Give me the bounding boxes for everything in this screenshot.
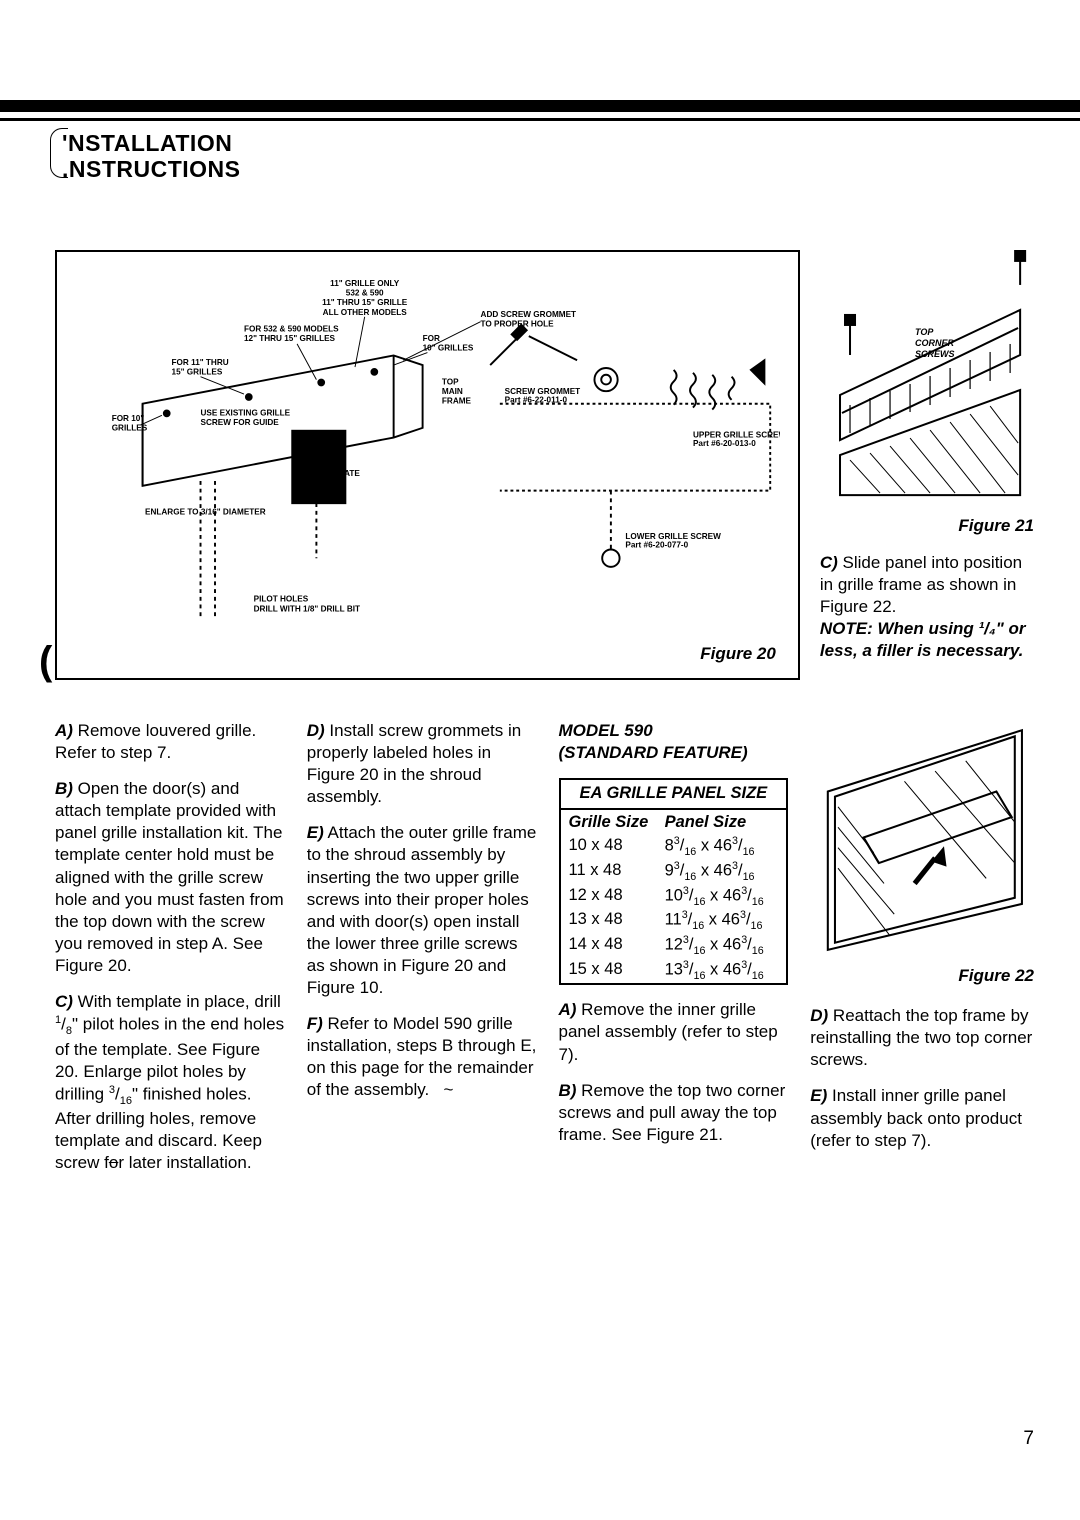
figure-22-svg xyxy=(810,720,1040,955)
svg-text:SCREW FOR GUIDE: SCREW FOR GUIDE xyxy=(201,418,280,427)
step-f: F) Refer to Model 590 grille installatio… xyxy=(307,1013,537,1101)
svg-text:FOR 532 & 590 MODELS: FOR 532 & 590 MODELS xyxy=(244,324,339,333)
svg-text:CORNER: CORNER xyxy=(915,338,955,348)
step-b-590: B) Remove the top two corner screws and … xyxy=(559,1080,789,1146)
table-title: EA GRILLE PANEL SIZE xyxy=(561,780,787,809)
step-d: D) Install screw grommets in properly la… xyxy=(307,720,537,808)
figure-22-caption: Figure 22 xyxy=(810,965,1040,987)
th-grille-size: Grille Size xyxy=(561,810,657,835)
svg-text:ALL OTHER MODELS: ALL OTHER MODELS xyxy=(323,308,408,317)
svg-text:532 & 590: 532 & 590 xyxy=(346,289,384,298)
step-a: A) Remove louvered grille. Refer to step… xyxy=(55,720,285,764)
row-5-g: 15 x 48 xyxy=(561,959,657,984)
svg-text:TOP: TOP xyxy=(915,327,934,337)
svg-text:10" GRILLES: 10" GRILLES xyxy=(423,344,474,353)
row-4-p: 123/16 x 463/16 xyxy=(657,934,787,959)
figure-20: ( xyxy=(55,250,800,680)
row-0-p: 83/16 x 463/16 xyxy=(657,835,787,860)
svg-text:SCREWS: SCREWS xyxy=(915,349,955,359)
row-1-p: 93/16 x 463/16 xyxy=(657,860,787,885)
svg-text:FOR: FOR xyxy=(423,334,440,343)
svg-text:11" GRILLE ONLY: 11" GRILLE ONLY xyxy=(330,279,400,288)
page-number: 7 xyxy=(1023,1428,1034,1450)
row-4-g: 14 x 48 xyxy=(561,934,657,959)
svg-text:ADD SCREW GROMMET: ADD SCREW GROMMET xyxy=(481,310,577,319)
svg-text:USE EXISTING GRILLE: USE EXISTING GRILLE xyxy=(201,408,291,417)
step-d-590: D) Reattach the top frame by reinstallin… xyxy=(810,1005,1040,1071)
column-3: MODEL 590(STANDARD FEATURE) EA GRILLE PA… xyxy=(559,720,789,1188)
row-3-p: 113/16 x 463/16 xyxy=(657,909,787,934)
page: 'NSTALLATION .NSTRUCTIONS ( xyxy=(0,0,1080,1520)
svg-text:TO PROPER HOLE: TO PROPER HOLE xyxy=(481,319,555,328)
row-3-g: 13 x 48 xyxy=(561,909,657,934)
header-line1: 'NSTALLATION xyxy=(62,130,241,156)
figure-21-caption: Figure 21 xyxy=(820,516,1040,536)
svg-text:FRAME: FRAME xyxy=(442,397,472,406)
body-columns: A) Remove louvered grille. Refer to step… xyxy=(55,720,1040,1188)
svg-text:15" GRILLES: 15" GRILLES xyxy=(172,368,223,377)
svg-text:ENLARGE TO 3/16" DIAMETER: ENLARGE TO 3/16" DIAMETER xyxy=(145,508,266,517)
top-bar-thick xyxy=(0,100,1080,112)
top-bar-thin xyxy=(0,118,1080,121)
svg-text:Part #6-20-013-0: Part #6-20-013-0 xyxy=(693,439,756,448)
figures-row: ( xyxy=(55,250,1040,680)
svg-text:SCREW GROMMET: SCREW GROMMET xyxy=(505,387,581,396)
row-5-p: 133/16 x 463/16 xyxy=(657,959,787,984)
figure-21-note: NOTE: When using ¹/₄" or less, a filler … xyxy=(820,618,1040,662)
panel-size-table: EA GRILLE PANEL SIZE Grille Size Panel S… xyxy=(559,778,789,985)
svg-text:MAIN: MAIN xyxy=(442,387,463,396)
svg-text:Part #6-20-077-0: Part #6-20-077-0 xyxy=(625,541,688,550)
figure-21-svg: TOP CORNER SCREWS xyxy=(820,250,1040,510)
figure-20-svg: 11" GRILLE ONLY 532 & 590 11" THRU 15" G… xyxy=(75,266,780,638)
svg-text:GRILLES: GRILLES xyxy=(112,424,148,433)
svg-text:TOP: TOP xyxy=(442,377,459,386)
th-panel-size: Panel Size xyxy=(657,810,787,835)
section-header: 'NSTALLATION .NSTRUCTIONS xyxy=(62,130,241,183)
header-line2: .NSTRUCTIONS xyxy=(62,156,241,182)
step-c: C) With template in place, drill 1/8" pi… xyxy=(55,991,285,1174)
step-a-590: A) Remove the inner grille panel assembl… xyxy=(559,999,789,1065)
model-590-heading: MODEL 590(STANDARD FEATURE) xyxy=(559,720,789,764)
svg-text:DRILL WITH 1/8" DRILL BIT: DRILL WITH 1/8" DRILL BIT xyxy=(254,604,360,613)
svg-text:TEMPLATE: TEMPLATE xyxy=(316,469,360,478)
svg-text:FOR 10": FOR 10" xyxy=(112,414,145,423)
svg-text:FOR 11" THRU: FOR 11" THRU xyxy=(172,358,229,367)
step-e: E) Attach the outer grille frame to the … xyxy=(307,822,537,999)
row-0-g: 10 x 48 xyxy=(561,835,657,860)
figure-21-block: TOP CORNER SCREWS Figure 21 C) Slide pan… xyxy=(820,250,1040,680)
svg-text:UPPER GRILLE SCREW: UPPER GRILLE SCREW xyxy=(693,431,780,440)
column-1: A) Remove louvered grille. Refer to step… xyxy=(55,720,285,1188)
row-2-g: 12 x 48 xyxy=(561,885,657,910)
step-e-590: E) Install inner grille panel assembly b… xyxy=(810,1085,1040,1151)
svg-text:Part #6-22-011-0: Part #6-22-011-0 xyxy=(505,396,568,405)
svg-text:LOWER GRILLE SCREW: LOWER GRILLE SCREW xyxy=(625,532,721,541)
row-2-p: 103/16 x 463/16 xyxy=(657,885,787,910)
svg-text:PILOT HOLES: PILOT HOLES xyxy=(254,595,309,604)
column-2: D) Install screw grommets in properly la… xyxy=(307,720,537,1188)
svg-text:12" THRU 15" GRILLES: 12" THRU 15" GRILLES xyxy=(244,334,336,343)
svg-text:11" THRU 15" GRILLE: 11" THRU 15" GRILLE xyxy=(322,298,408,307)
left-paren: ( xyxy=(39,639,52,684)
row-1-g: 11 x 48 xyxy=(561,860,657,885)
step-b: B) Open the door(s) and attach template … xyxy=(55,778,285,977)
figure-20-caption: Figure 20 xyxy=(700,644,776,664)
column-4: Figure 22 D) Reattach the top frame by r… xyxy=(810,720,1040,1188)
figure-21-text: C) Slide panel into position in grille f… xyxy=(820,552,1040,662)
